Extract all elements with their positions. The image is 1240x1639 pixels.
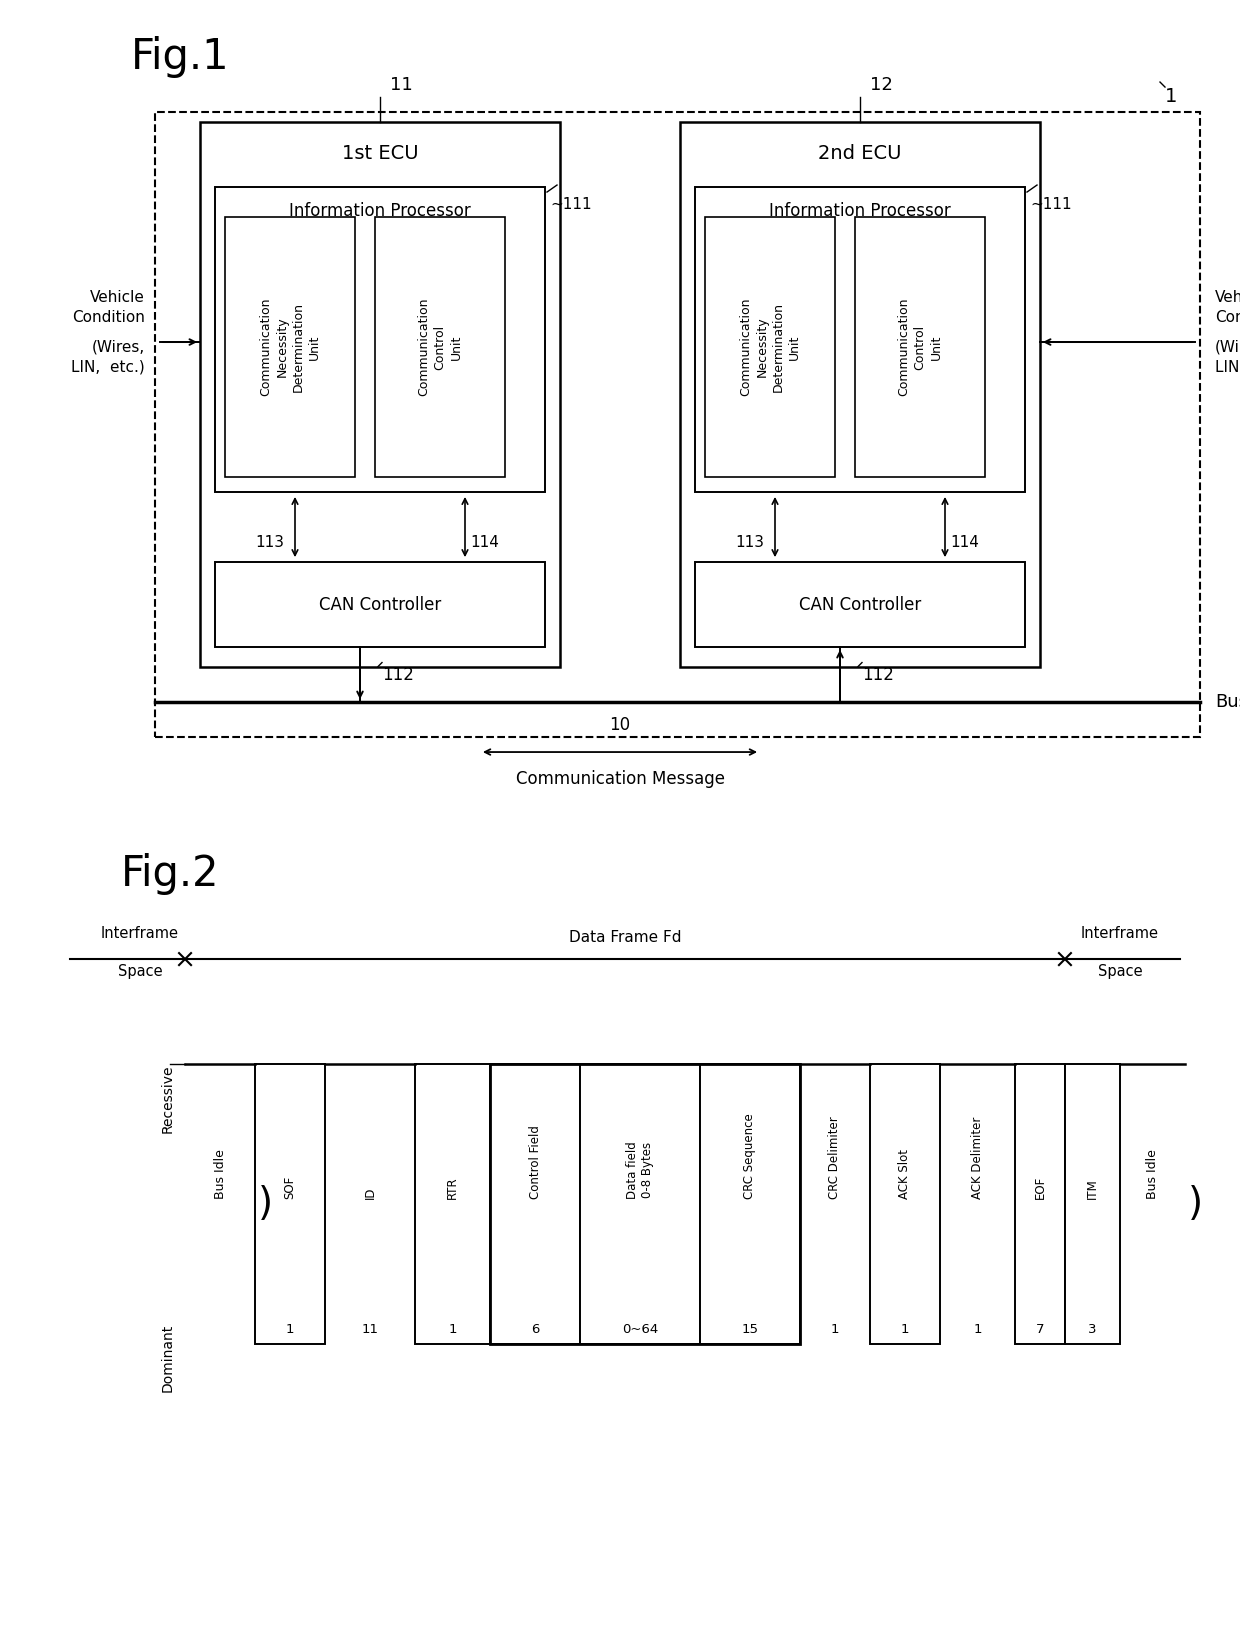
Bar xyxy=(215,562,546,647)
Bar xyxy=(1065,1064,1120,1344)
Text: (Wires,: (Wires, xyxy=(1215,339,1240,354)
Bar xyxy=(215,187,546,492)
Text: Space: Space xyxy=(1097,964,1142,978)
Text: 11: 11 xyxy=(391,75,413,93)
Text: Communication
Control
Unit: Communication Control Unit xyxy=(898,298,942,397)
Bar xyxy=(1016,1064,1065,1344)
Text: Information Processor: Information Processor xyxy=(769,202,951,220)
Text: Communication
Control
Unit: Communication Control Unit xyxy=(418,298,463,397)
Bar xyxy=(580,1064,701,1344)
Bar xyxy=(694,187,1025,492)
Text: 1: 1 xyxy=(900,1323,909,1336)
Text: 112: 112 xyxy=(862,665,894,683)
Text: 114: 114 xyxy=(951,534,980,551)
Text: Fig.2: Fig.2 xyxy=(120,852,219,895)
Text: Condition: Condition xyxy=(1215,310,1240,325)
Bar xyxy=(490,1064,800,1344)
Text: ~111: ~111 xyxy=(1030,197,1071,211)
Text: CAN Controller: CAN Controller xyxy=(319,595,441,613)
Bar xyxy=(870,1064,940,1344)
Text: Control Field: Control Field xyxy=(528,1124,542,1200)
Text: 10: 10 xyxy=(609,716,631,734)
Bar xyxy=(694,562,1025,647)
Text: Data field
0-8 Bytes: Data field 0-8 Bytes xyxy=(626,1141,653,1200)
Text: LIN,  etc.): LIN, etc.) xyxy=(1215,359,1240,375)
Text: Bus Idle: Bus Idle xyxy=(1146,1149,1159,1200)
Text: Data Frame Fd: Data Frame Fd xyxy=(569,929,681,946)
Bar xyxy=(255,1064,325,1344)
Text: CRC Sequence: CRC Sequence xyxy=(744,1113,756,1200)
Bar xyxy=(680,121,1040,667)
Bar xyxy=(224,216,355,477)
Text: 1: 1 xyxy=(449,1323,456,1336)
Text: ): ) xyxy=(1188,1185,1203,1223)
Text: (Wires,: (Wires, xyxy=(92,339,145,354)
Text: 3: 3 xyxy=(1089,1323,1096,1336)
Bar xyxy=(415,1064,490,1344)
Text: LIN,  etc.): LIN, etc.) xyxy=(71,359,145,375)
Text: Communication Message: Communication Message xyxy=(516,770,724,788)
Text: ~111: ~111 xyxy=(551,197,591,211)
Bar xyxy=(155,111,1200,738)
Text: Bus: Bus xyxy=(1215,693,1240,711)
Text: 113: 113 xyxy=(255,534,284,551)
Bar xyxy=(701,1064,800,1344)
Text: Space: Space xyxy=(118,964,162,978)
Text: Communication
Necessity
Determination
Unit: Communication Necessity Determination Un… xyxy=(739,298,801,397)
Text: CAN Controller: CAN Controller xyxy=(799,595,921,613)
Bar xyxy=(374,216,505,477)
Text: 0~64: 0~64 xyxy=(622,1323,658,1336)
Text: 15: 15 xyxy=(742,1323,759,1336)
Text: Information Processor: Information Processor xyxy=(289,202,471,220)
Text: 113: 113 xyxy=(735,534,765,551)
Text: Vehicle: Vehicle xyxy=(91,290,145,305)
Text: 1: 1 xyxy=(831,1323,839,1336)
Text: ): ) xyxy=(258,1185,273,1223)
Text: 11: 11 xyxy=(362,1323,378,1336)
Bar xyxy=(856,216,985,477)
Bar xyxy=(200,121,560,667)
Bar xyxy=(490,1064,580,1344)
Text: 2nd ECU: 2nd ECU xyxy=(818,144,901,162)
Text: Recessive: Recessive xyxy=(161,1064,175,1133)
Text: 1st ECU: 1st ECU xyxy=(342,144,418,162)
Text: EOF: EOF xyxy=(1033,1175,1047,1200)
Text: ACK Delimiter: ACK Delimiter xyxy=(971,1116,985,1200)
Text: ACK Slot: ACK Slot xyxy=(899,1149,911,1200)
Text: 112: 112 xyxy=(382,665,414,683)
Text: ID: ID xyxy=(363,1187,377,1200)
Text: 1: 1 xyxy=(1166,87,1177,107)
Text: Communication
Necessity
Determination
Unit: Communication Necessity Determination Un… xyxy=(259,298,320,397)
Text: ITM: ITM xyxy=(1086,1178,1099,1200)
Text: CRC Delimiter: CRC Delimiter xyxy=(828,1116,842,1200)
Text: 114: 114 xyxy=(470,534,500,551)
Text: Condition: Condition xyxy=(72,310,145,325)
Text: 12: 12 xyxy=(870,75,893,93)
Text: Vehicle: Vehicle xyxy=(1215,290,1240,305)
Bar xyxy=(706,216,835,477)
Text: Interframe: Interframe xyxy=(100,926,179,941)
Text: Interframe: Interframe xyxy=(1081,926,1159,941)
Text: 1: 1 xyxy=(285,1323,294,1336)
Text: Fig.1: Fig.1 xyxy=(130,36,229,79)
Text: 1: 1 xyxy=(973,1323,982,1336)
Text: Bus Idle: Bus Idle xyxy=(213,1149,227,1200)
Text: Dominant: Dominant xyxy=(161,1324,175,1392)
Text: 6: 6 xyxy=(531,1323,539,1336)
Text: RTR: RTR xyxy=(446,1177,459,1200)
Text: SOF: SOF xyxy=(284,1175,296,1200)
Text: 7: 7 xyxy=(1035,1323,1044,1336)
